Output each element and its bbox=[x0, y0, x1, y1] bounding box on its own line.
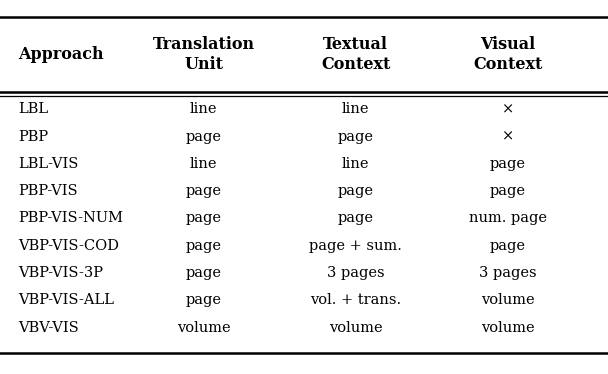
Text: VBP-VIS-3P: VBP-VIS-3P bbox=[18, 266, 103, 280]
Text: PBP-VIS: PBP-VIS bbox=[18, 184, 78, 198]
Text: VBP-VIS-ALL: VBP-VIS-ALL bbox=[18, 293, 114, 307]
Text: page: page bbox=[337, 184, 374, 198]
Text: page: page bbox=[185, 129, 222, 144]
Text: Textual
Context: Textual Context bbox=[321, 36, 390, 73]
Text: page: page bbox=[185, 239, 222, 253]
Text: volume: volume bbox=[481, 321, 534, 335]
Text: 3 pages: 3 pages bbox=[479, 266, 536, 280]
Text: page: page bbox=[185, 211, 222, 226]
Text: Translation
Unit: Translation Unit bbox=[153, 36, 255, 73]
Text: page: page bbox=[337, 129, 374, 144]
Text: page: page bbox=[489, 157, 526, 171]
Text: page + sum.: page + sum. bbox=[309, 239, 402, 253]
Text: ×: × bbox=[502, 102, 514, 116]
Text: num. page: num. page bbox=[469, 211, 547, 226]
Text: line: line bbox=[342, 157, 370, 171]
Text: PBP: PBP bbox=[18, 129, 49, 144]
Text: Approach: Approach bbox=[18, 46, 104, 63]
Text: line: line bbox=[190, 157, 218, 171]
Text: page: page bbox=[337, 211, 374, 226]
Text: page: page bbox=[489, 184, 526, 198]
Text: vol. + trans.: vol. + trans. bbox=[310, 293, 401, 307]
Text: PBP-VIS-NUM: PBP-VIS-NUM bbox=[18, 211, 123, 226]
Text: line: line bbox=[190, 102, 218, 116]
Text: volume: volume bbox=[329, 321, 382, 335]
Text: volume: volume bbox=[177, 321, 230, 335]
Text: line: line bbox=[342, 102, 370, 116]
Text: LBL: LBL bbox=[18, 102, 49, 116]
Text: volume: volume bbox=[481, 293, 534, 307]
Text: Visual
Context: Visual Context bbox=[473, 36, 542, 73]
Text: page: page bbox=[185, 266, 222, 280]
Text: VBP-VIS-COD: VBP-VIS-COD bbox=[18, 239, 119, 253]
Text: 3 pages: 3 pages bbox=[327, 266, 384, 280]
Text: VBV-VIS: VBV-VIS bbox=[18, 321, 79, 335]
Text: page: page bbox=[185, 184, 222, 198]
Text: LBL-VIS: LBL-VIS bbox=[18, 157, 78, 171]
Text: ×: × bbox=[502, 129, 514, 144]
Text: page: page bbox=[185, 293, 222, 307]
Text: page: page bbox=[489, 239, 526, 253]
